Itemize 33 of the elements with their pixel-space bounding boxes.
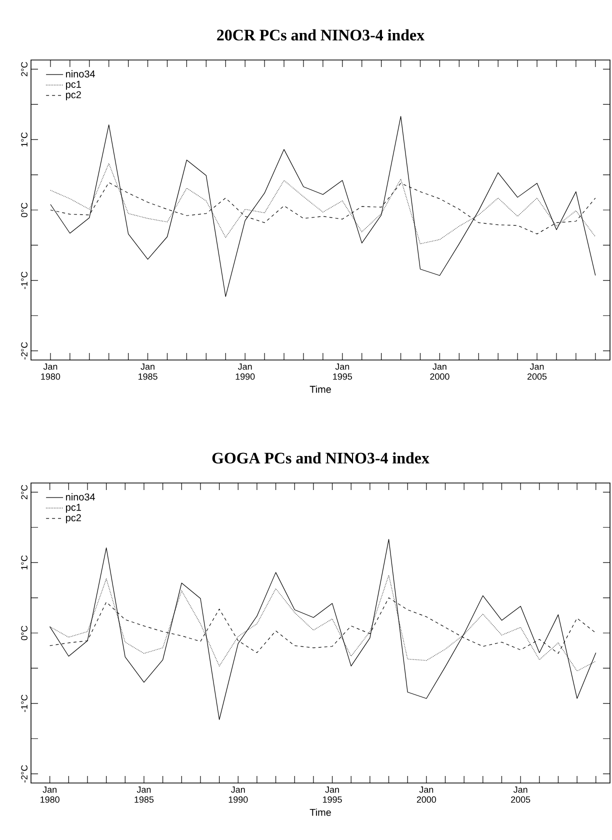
y-tick-label: 2°C (21, 62, 28, 76)
y-tick-label: -1°C (21, 272, 28, 290)
y-tick-label: 2°C (21, 484, 28, 500)
chart-title: GOGA PCs and NINO3-4 index (212, 452, 430, 464)
x-tick-label: Jan 2005 (528, 364, 547, 380)
x-tick-label: Jan 2005 (511, 786, 530, 803)
legend-label: pc1 (66, 80, 81, 90)
y-tick-label: -2°C (21, 765, 28, 782)
legend-label: pc2 (66, 91, 81, 100)
line-series (50, 116, 596, 297)
x-tick-label: Jan 1980 (40, 786, 60, 803)
x-tick-label: Jan 2000 (416, 786, 436, 803)
x-tick-label: Jan 1980 (41, 364, 60, 380)
y-tick-label: -2°C (21, 342, 28, 360)
y-tick-label: 1°C (21, 132, 28, 146)
x-axis-title: Time (310, 808, 331, 816)
y-tick-label: 1°C (21, 555, 28, 570)
x-tick-label: Jan 2000 (430, 364, 450, 380)
y-tick-label: 0°C (21, 626, 28, 640)
x-axis-title: Time (310, 386, 331, 393)
y-tick-label: 0°C (21, 202, 28, 218)
legend-label: pc1 (66, 504, 81, 513)
legend-label: nino34 (66, 70, 95, 78)
x-tick-label: Jan 1990 (236, 364, 255, 380)
x-tick-label: Jan 1995 (322, 786, 342, 803)
legend-label: pc2 (66, 514, 81, 524)
legend-label: nino34 (66, 493, 95, 500)
x-tick-label: Jan 1995 (333, 364, 352, 380)
chart-title: 20CR PCs and NINO3-4 index (217, 29, 424, 40)
x-tick-label: Jan 1990 (228, 786, 248, 803)
y-tick-label: -1°C (21, 694, 28, 712)
x-tick-label: Jan 1985 (138, 364, 158, 380)
x-tick-label: Jan 1985 (134, 786, 154, 803)
